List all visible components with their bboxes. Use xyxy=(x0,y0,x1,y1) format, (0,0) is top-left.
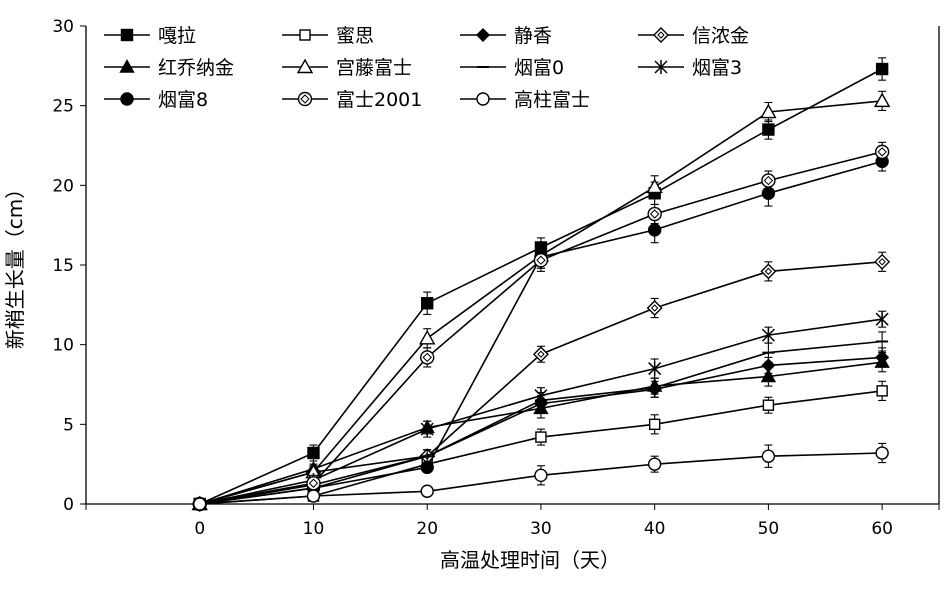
legend-marker xyxy=(653,27,669,43)
legend-marker xyxy=(476,92,490,106)
legend-item: 蜜思 xyxy=(282,25,374,47)
data-point xyxy=(876,385,888,397)
data-point xyxy=(647,457,662,471)
series-line xyxy=(199,151,883,505)
y-axis-title: 新梢生长量（cm） xyxy=(3,179,27,349)
y-tick-label: 30 xyxy=(52,17,74,37)
data-point xyxy=(874,253,891,270)
data-point xyxy=(760,103,777,119)
data-point xyxy=(760,368,777,383)
legend-marker xyxy=(296,58,314,74)
legend-label: 蜜思 xyxy=(336,25,374,47)
legend-label: 烟富0 xyxy=(514,57,564,79)
legend-item: 静香 xyxy=(460,25,552,47)
legend-marker xyxy=(120,28,134,42)
data-point xyxy=(420,460,434,475)
legend-item: 高柱富士 xyxy=(460,89,590,111)
legend-marker xyxy=(299,29,311,41)
data-point xyxy=(532,346,549,363)
x-tick-label: 60 xyxy=(871,519,893,539)
data-point xyxy=(646,300,663,317)
data-point xyxy=(420,350,435,365)
data-point xyxy=(646,178,663,194)
data-point xyxy=(874,354,890,368)
series-11 xyxy=(193,442,889,511)
legend-label: 烟富3 xyxy=(692,57,742,79)
y-tick-label: 0 xyxy=(63,495,74,515)
data-point xyxy=(534,468,548,483)
y-tick-label: 25 xyxy=(52,97,74,117)
data-point xyxy=(648,418,661,431)
legend-label: 红乔纳金 xyxy=(158,57,234,79)
data-point xyxy=(535,431,547,443)
data-point xyxy=(419,329,436,345)
legend-marker xyxy=(654,60,668,74)
x-tick-label: 10 xyxy=(303,519,325,539)
y-tick-label: 15 xyxy=(52,256,74,276)
legend-item: 富士2001 xyxy=(282,89,422,111)
legend-marker xyxy=(120,92,134,106)
data-point xyxy=(760,263,777,280)
legend-marker xyxy=(476,28,490,42)
legend-label: 烟富8 xyxy=(158,89,208,111)
series-6 xyxy=(191,90,891,511)
y-tick-label: 10 xyxy=(52,336,74,356)
data-point xyxy=(420,422,434,437)
legend-label: 信浓金 xyxy=(692,25,749,47)
legend-item: 烟富8 xyxy=(104,89,208,111)
data-point xyxy=(533,253,549,268)
legend-item: 烟富0 xyxy=(460,57,564,79)
data-point xyxy=(762,123,775,136)
legend-item: 嘎拉 xyxy=(104,25,196,47)
legend-label: 宫藤富士 xyxy=(336,57,412,79)
data-point xyxy=(874,144,890,160)
axes xyxy=(85,26,940,505)
legend-marker xyxy=(119,59,135,73)
legend-label: 高柱富士 xyxy=(514,89,590,111)
legend-item: 信浓金 xyxy=(638,25,749,47)
data-point xyxy=(875,62,889,76)
legend-item: 宫藤富士 xyxy=(282,57,412,79)
legend-label: 静香 xyxy=(514,25,552,47)
data-point xyxy=(534,388,548,403)
data-point xyxy=(761,328,775,343)
data-point xyxy=(306,489,321,503)
data-point xyxy=(647,206,662,222)
legend-label: 富士2001 xyxy=(336,89,422,111)
x-tick-label: 40 xyxy=(644,519,666,539)
y-tick-label: 5 xyxy=(63,415,74,435)
x-tick-label: 0 xyxy=(194,519,205,539)
data-point xyxy=(761,449,776,463)
legend-marker xyxy=(297,91,313,107)
axis-ticks: 0 10 20 30 40 50 60 0 5 10 15 20 25 30 xyxy=(52,17,940,539)
data-point xyxy=(873,92,891,108)
data-point xyxy=(762,399,775,411)
y-tick-label: 20 xyxy=(52,176,74,196)
legend-item: 红乔纳金 xyxy=(104,57,234,79)
data-point xyxy=(761,173,776,188)
legend-label: 嘎拉 xyxy=(158,25,196,47)
data-point xyxy=(307,446,320,460)
data-point xyxy=(875,312,889,327)
plot-series xyxy=(191,57,891,512)
data-point xyxy=(193,497,207,511)
legend-item: 烟富3 xyxy=(638,57,742,79)
data-point xyxy=(420,484,434,498)
data-point xyxy=(875,446,889,460)
x-tick-label: 20 xyxy=(416,519,438,539)
x-tick-label: 50 xyxy=(758,519,780,539)
data-point xyxy=(647,223,662,237)
x-tick-label: 30 xyxy=(530,519,552,539)
data-point xyxy=(306,476,321,491)
data-point xyxy=(421,297,434,310)
data-point xyxy=(648,361,662,376)
x-axis-title: 高温处理时间（天） xyxy=(440,548,620,572)
series-line xyxy=(199,160,883,505)
